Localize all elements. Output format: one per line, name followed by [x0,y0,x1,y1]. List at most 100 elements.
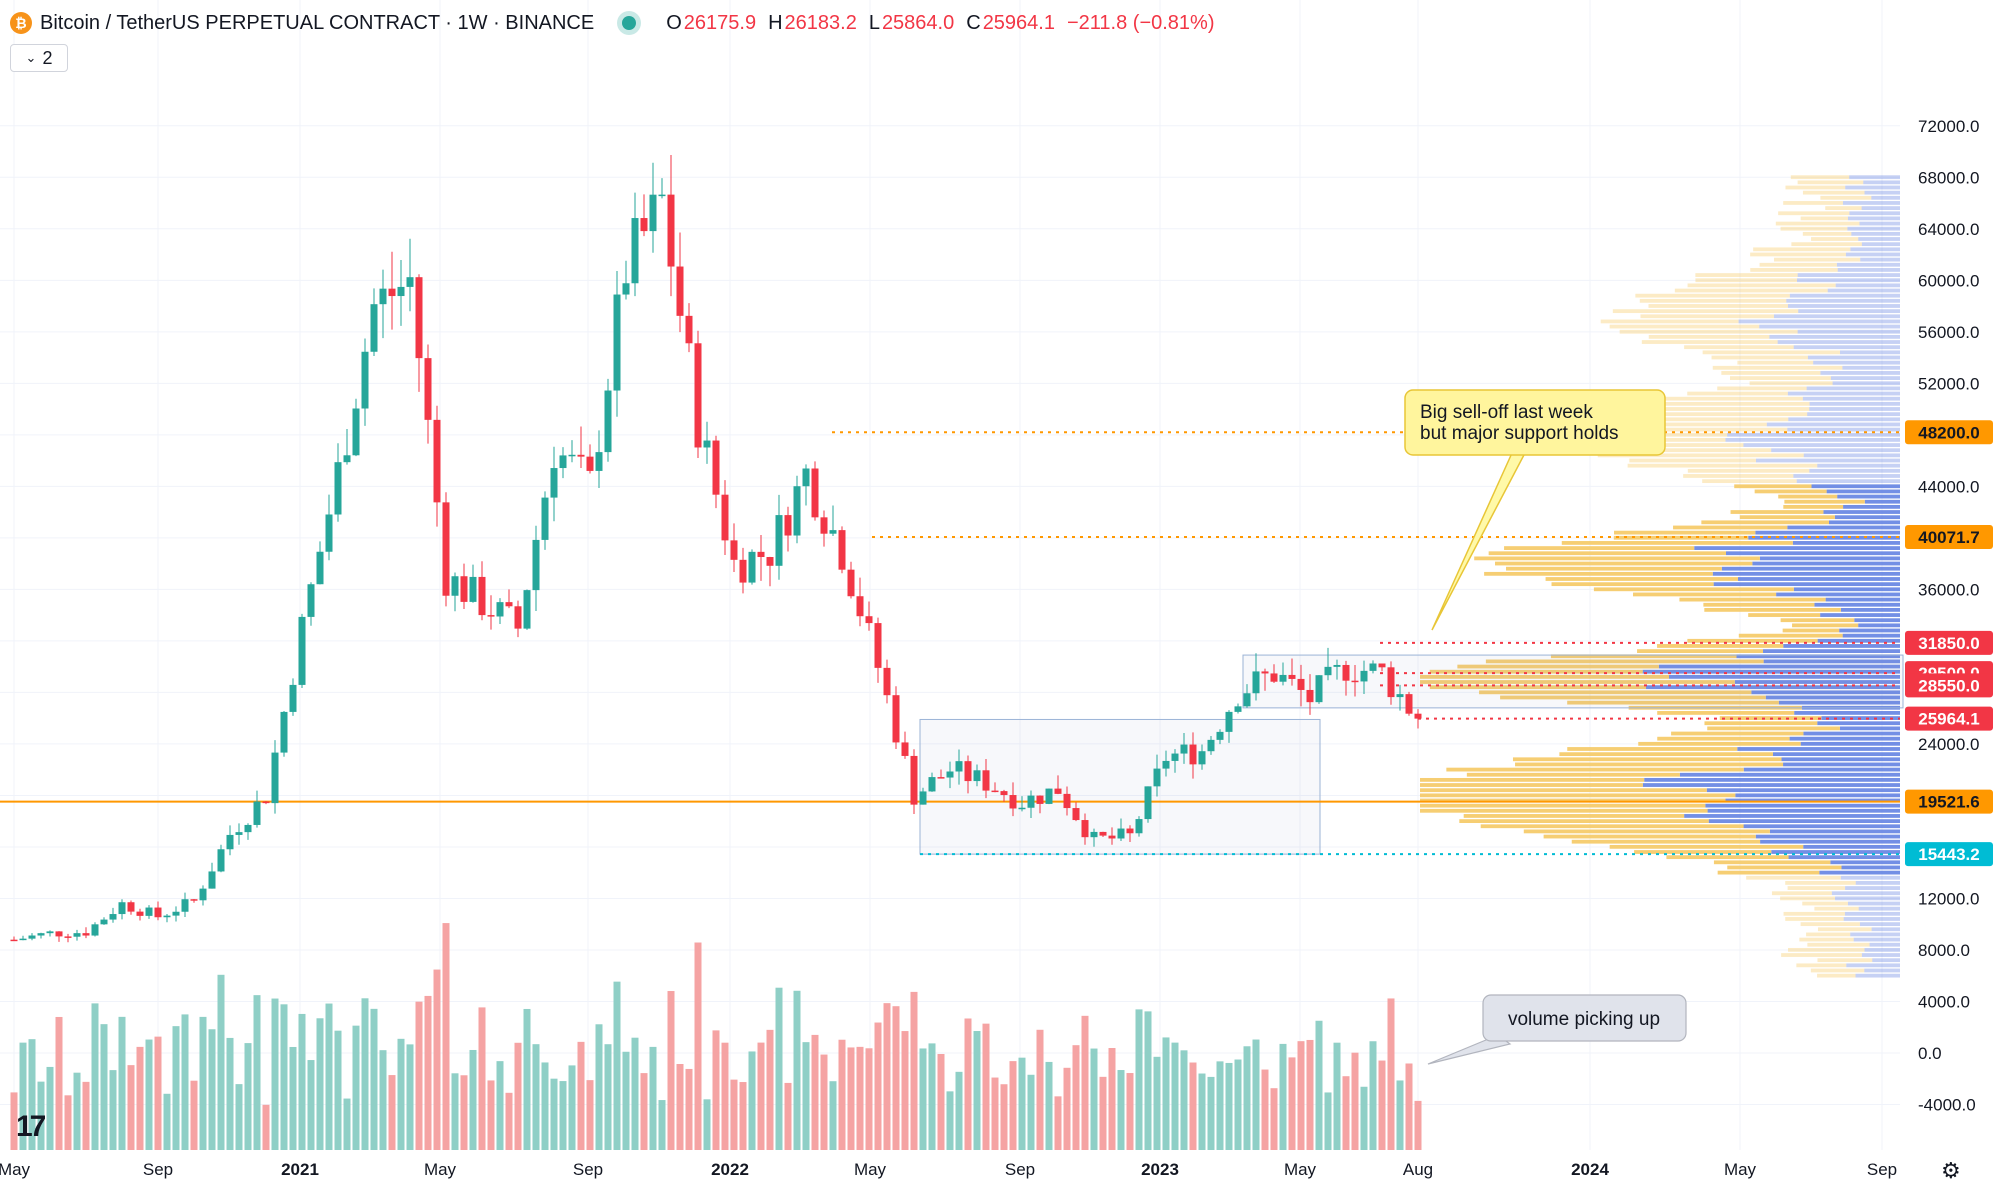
time-axis[interactable]: May Sep 2021 May Sep 2022 May Sep 2023 May Aug 2024… [0,1160,1897,1179]
vp-bar-down [1737,360,1814,365]
candle-body [1108,835,1116,839]
vp-bar-down [1673,525,1788,530]
volume-bar [1018,1057,1026,1150]
volume-bar [208,1029,216,1150]
vp-bar-down [1817,927,1872,932]
vp-bar-up [1787,427,1900,432]
volume-bar [1198,1073,1206,1150]
ohlc-low-key: L [868,11,880,34]
level-price-tag [1905,630,1993,655]
vp-bar-up [1776,592,1900,597]
vp-bar-up [1803,453,1900,458]
vp-bar-up [1863,180,1900,185]
level-lines [0,431,1900,856]
indicators-toggle-button[interactable]: ⌄ 2 [10,44,68,72]
vp-bar-up [1854,618,1900,623]
time-tick-label: Sep [573,1160,603,1179]
candle-body [874,623,882,668]
vp-bar-up [1789,736,1900,741]
vp-bar-up [1864,968,1900,973]
vp-bar-down [1687,468,1810,473]
level-price-tag [1905,420,1993,445]
time-tick-label: May [854,1160,887,1179]
vp-bar-down [1420,783,1643,787]
price-tick-label: -4000.0 [1918,1096,1976,1115]
candle-body [721,494,729,541]
vp-bar-down [1797,180,1864,185]
vp-bar-down [1500,695,1766,700]
vp-bar-down [1746,875,1841,880]
ohlc-high-value: 26183.2 [784,11,857,34]
volume-bar [190,1080,198,1150]
vp-bar-down [1610,448,1772,453]
vp-bar-down [1704,721,1818,726]
volume-bar [1135,1009,1143,1150]
vp-bar-down [1474,556,1760,561]
volume-bar [883,1003,891,1150]
vp-bar-up [1707,808,1900,813]
vp-bar-up [1708,819,1900,823]
vp-bar-down [1704,607,1841,612]
candle-body [640,218,648,232]
volume-bar [1081,1015,1089,1150]
vp-bar-down [1717,386,1807,391]
volume-bar [289,1046,297,1150]
bitcoin-icon: ₿ [10,12,32,34]
vp-bar-down [1600,319,1739,324]
vp-bar-up [1835,283,1900,288]
callout-pointer [1431,452,1527,631]
vp-bar-up [1811,484,1900,489]
candle-body [1207,739,1215,752]
vp-bar-down [1420,808,1708,813]
candle-body [505,602,513,607]
vp-bar-up [1837,268,1900,272]
candle-body [109,914,117,920]
volume-bar [1063,1067,1071,1150]
vp-bar-up [1851,231,1900,236]
candle-body [253,801,261,825]
vp-bar-down [1420,788,1707,793]
candle-body [694,343,702,448]
price-tick-label: 12000.0 [1918,889,1979,908]
candle-body [1351,680,1359,683]
candle-body [946,771,954,778]
vp-bar-down [1790,175,1850,180]
vp-bar-down [1783,911,1845,916]
candle-body [1396,694,1404,698]
vp-bar-up [1713,582,1900,587]
candle-body [1198,751,1206,765]
vp-bar-down [1707,726,1840,731]
candle-body [280,711,288,753]
vp-bar-up [1861,953,1900,957]
vp-bar-down [1825,206,1862,211]
vp-bar-down [1775,221,1860,226]
market-status-icon [622,16,637,30]
vp-bar-up [1725,798,1900,803]
volume-bar [1315,1020,1323,1150]
vp-bar-down [1778,211,1850,216]
symbol-title[interactable]: Bitcoin / TetherUS PERPETUAL CONTRACT · … [40,11,595,34]
vp-bar-up [1763,649,1900,654]
candle-body [352,408,360,456]
candle-body [910,755,918,805]
volume-bar [559,1081,567,1150]
callout-box [1404,389,1666,456]
volume-bar [226,1037,234,1150]
volume-bar [1090,1048,1098,1150]
tradingview-logo[interactable]: 17 [16,1110,46,1143]
volume-bar [622,1051,630,1150]
price-axis[interactable]: 72000.0 68000.0 64000.0 60000.0 56000.0 52000… [1905,117,1993,1115]
candle-body [460,576,468,602]
vp-bar-up [1834,515,1900,520]
candle-body [1315,675,1323,703]
volume-bar [1207,1076,1215,1150]
volume-bar [82,1081,90,1150]
vp-bar-up [1817,638,1900,643]
vp-bar-down [1810,968,1865,973]
volume-note-text: volume picking up [1508,1009,1660,1030]
volume-bar [361,998,369,1150]
volume-bar [1162,1037,1170,1150]
vp-bar-down [1787,886,1846,890]
gear-icon[interactable]: ⚙ [1941,1158,1961,1183]
